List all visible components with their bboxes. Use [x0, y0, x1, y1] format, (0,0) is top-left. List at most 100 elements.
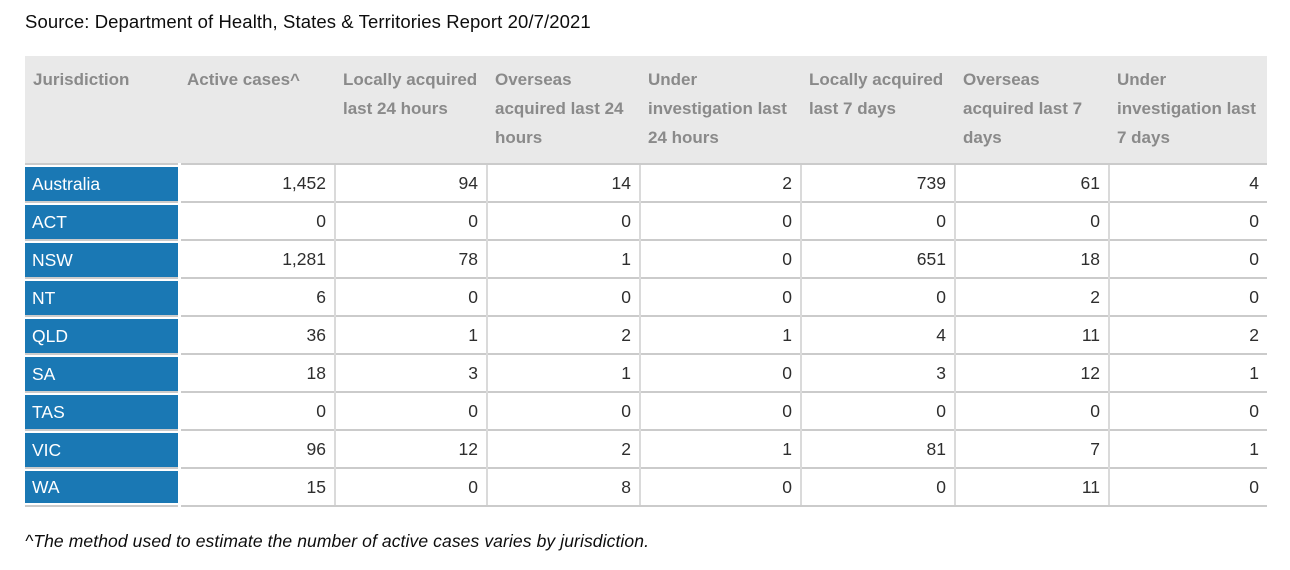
value-cell: 2 — [1108, 315, 1267, 354]
value-cell: 1 — [486, 239, 640, 278]
table-header: Jurisdiction Active cases^ Locally acquire… — [25, 56, 1267, 164]
value-cell: 0 — [639, 467, 801, 507]
value-cell: 0 — [1108, 467, 1267, 507]
value-cell: 739 — [800, 163, 955, 202]
value-cell: 4 — [1108, 163, 1267, 202]
value-cell: 61 — [954, 163, 1109, 202]
value-cell: 8 — [486, 467, 640, 507]
value-cell: 78 — [334, 239, 487, 278]
value-cell: 3 — [800, 353, 955, 392]
footnote: ^The method used to estimate the number … — [25, 531, 650, 551]
column-header: Overseas acquired last 7 days — [955, 56, 1109, 164]
value-cell: 12 — [954, 353, 1109, 392]
value-cell: 2 — [639, 163, 801, 202]
value-cell: 0 — [639, 239, 801, 278]
jurisdiction-label: VIC — [25, 433, 178, 467]
value-cell: 2 — [486, 429, 640, 468]
value-cell: 6 — [179, 277, 335, 316]
table-row: WA 15 0 8 0 0 11 0 — [25, 467, 1267, 507]
value-cell: 81 — [800, 429, 955, 468]
value-cell: 2 — [954, 277, 1109, 316]
jurisdiction-cell: SA — [25, 353, 181, 392]
column-header: Locally acquired last 24 hours — [335, 56, 487, 164]
value-cell: 18 — [954, 239, 1109, 278]
jurisdiction-cell: QLD — [25, 315, 181, 354]
table-row: NSW 1,281 78 1 0 651 18 0 — [25, 239, 1267, 278]
value-cell: 0 — [179, 391, 335, 430]
value-cell: 0 — [800, 391, 955, 430]
header-row: Jurisdiction Active cases^ Locally acquire… — [25, 56, 1267, 164]
column-header: Under investigation last 7 days — [1109, 56, 1267, 164]
value-cell: 0 — [639, 201, 801, 240]
value-cell: 0 — [1108, 201, 1267, 240]
jurisdiction-label: ACT — [25, 205, 178, 239]
value-cell: 15 — [179, 467, 335, 507]
value-cell: 1 — [1108, 429, 1267, 468]
table-row: TAS 0 0 0 0 0 0 0 — [25, 391, 1267, 430]
jurisdiction-label: WA — [25, 471, 178, 503]
value-cell: 1 — [639, 315, 801, 354]
value-cell: 0 — [334, 201, 487, 240]
value-cell: 11 — [954, 467, 1109, 507]
value-cell: 0 — [1108, 239, 1267, 278]
table-row: Australia 1,452 94 14 2 739 61 4 — [25, 163, 1267, 202]
value-cell: 651 — [800, 239, 955, 278]
value-cell: 0 — [639, 277, 801, 316]
value-cell: 96 — [179, 429, 335, 468]
value-cell: 0 — [1108, 277, 1267, 316]
jurisdiction-cell: WA — [25, 467, 181, 507]
value-cell: 0 — [800, 277, 955, 316]
value-cell: 11 — [954, 315, 1109, 354]
value-cell: 1 — [1108, 353, 1267, 392]
value-cell: 1 — [486, 353, 640, 392]
table-row: VIC 96 12 2 1 81 7 1 — [25, 429, 1267, 468]
value-cell: 0 — [334, 467, 487, 507]
value-cell: 0 — [954, 391, 1109, 430]
value-cell: 18 — [179, 353, 335, 392]
value-cell: 0 — [486, 277, 640, 316]
jurisdiction-cell: VIC — [25, 429, 181, 468]
column-header: Locally acquired last 7 days — [801, 56, 955, 164]
value-cell: 36 — [179, 315, 335, 354]
column-header: Active cases^ — [179, 56, 335, 164]
table-row: SA 18 3 1 0 3 12 1 — [25, 353, 1267, 392]
value-cell: 0 — [1108, 391, 1267, 430]
value-cell: 1 — [334, 315, 487, 354]
value-cell: 1,281 — [179, 239, 335, 278]
value-cell: 0 — [800, 201, 955, 240]
value-cell: 7 — [954, 429, 1109, 468]
jurisdiction-cell: NT — [25, 277, 181, 316]
value-cell: 14 — [486, 163, 640, 202]
value-cell: 3 — [334, 353, 487, 392]
jurisdiction-cell: Australia — [25, 163, 181, 202]
jurisdiction-cell: NSW — [25, 239, 181, 278]
value-cell: 0 — [486, 391, 640, 430]
column-header: Overseas acquired last 24 hours — [487, 56, 640, 164]
value-cell: 94 — [334, 163, 487, 202]
value-cell: 0 — [486, 201, 640, 240]
jurisdiction-label: NSW — [25, 243, 178, 277]
jurisdiction-label: Australia — [25, 167, 178, 201]
data-table: Jurisdiction Active cases^ Locally acquire… — [25, 56, 1267, 507]
value-cell: 1 — [639, 429, 801, 468]
table-row: ACT 0 0 0 0 0 0 0 — [25, 201, 1267, 240]
value-cell: 0 — [334, 391, 487, 430]
jurisdiction-label: QLD — [25, 319, 178, 353]
jurisdiction-cell: ACT — [25, 201, 181, 240]
value-cell: 2 — [486, 315, 640, 354]
value-cell: 0 — [179, 201, 335, 240]
value-cell: 4 — [800, 315, 955, 354]
value-cell: 0 — [639, 391, 801, 430]
jurisdiction-label: NT — [25, 281, 178, 315]
value-cell: 0 — [639, 353, 801, 392]
source-caption: Source: Department of Health, States & T… — [25, 11, 591, 32]
value-cell: 0 — [334, 277, 487, 316]
value-cell: 0 — [954, 201, 1109, 240]
jurisdiction-label: TAS — [25, 395, 178, 429]
column-header: Jurisdiction — [25, 56, 179, 164]
value-cell: 0 — [800, 467, 955, 507]
jurisdiction-label: SA — [25, 357, 178, 391]
value-cell: 1,452 — [179, 163, 335, 202]
table-body: Australia 1,452 94 14 2 739 61 4 ACT 0 0 0 0 0 0 0 NSW 1,… — [25, 163, 1267, 507]
page: Source: Department of Health, States & T… — [0, 11, 1290, 552]
